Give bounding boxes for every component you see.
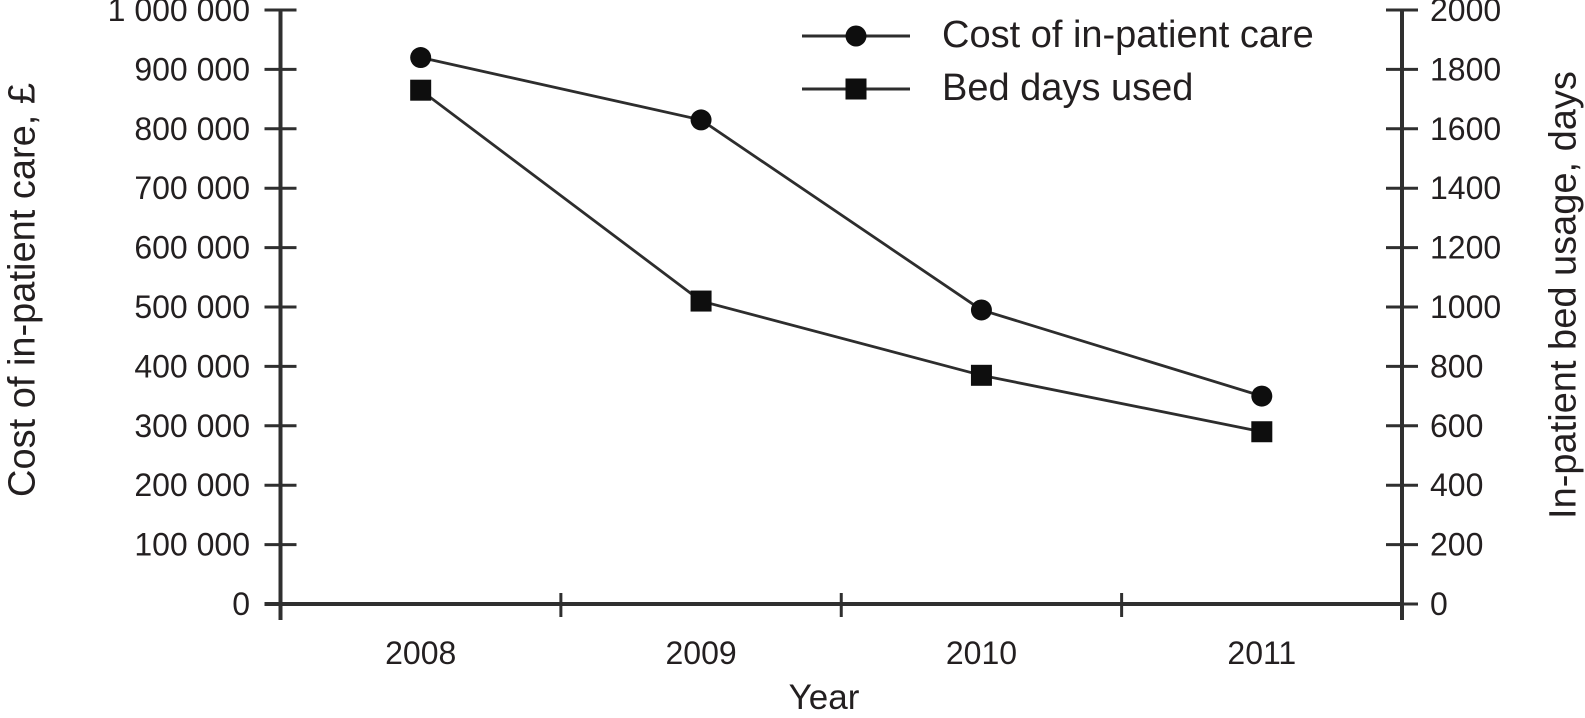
data-point-circle (410, 47, 431, 68)
x-tick-labels: 2008 2009 2010 2011 (385, 635, 1296, 671)
data-point-circle (1251, 386, 1272, 407)
data-point-square (1251, 421, 1272, 442)
right-tick-label: 200 (1430, 527, 1483, 563)
series-line (421, 90, 1262, 432)
right-axis-title: In-patient bed usage, days (1543, 71, 1585, 519)
right-tick-label: 0 (1430, 586, 1448, 622)
left-tick-label: 1 000 000 (108, 0, 250, 28)
series-bed-days (410, 80, 1272, 443)
data-point-circle (971, 299, 992, 320)
left-tick-label: 200 000 (134, 467, 250, 503)
left-tick-label: 900 000 (134, 51, 250, 87)
left-tick-label: 500 000 (134, 289, 250, 325)
left-tick-labels: 0 100 000 200 000 300 000 400 000 500 000 600 … (108, 0, 250, 622)
right-tick-labels: 0 200 400 600 800 1000 1200 1400 1600 1800 2000 (1430, 0, 1501, 622)
left-tick-label: 400 000 (134, 348, 250, 384)
legend-item-bed-days: Bed days used (800, 62, 1314, 115)
left-tick-label: 300 000 (134, 408, 250, 444)
right-tick-label: 1600 (1430, 111, 1501, 147)
circle-marker-icon (800, 23, 912, 49)
data-point-circle (691, 109, 712, 130)
legend: Cost of in-patient care Bed days used (800, 9, 1314, 115)
square-marker-icon (800, 76, 912, 102)
x-tick-label: 2011 (1227, 635, 1296, 671)
legend-label-cost: Cost of in-patient care (942, 9, 1314, 62)
left-tick-label: 800 000 (134, 111, 250, 147)
x-axis-title: Year (789, 678, 860, 718)
x-tick-label: 2008 (385, 635, 456, 671)
right-tick-label: 1000 (1430, 289, 1501, 325)
legend-item-cost: Cost of in-patient care (800, 9, 1314, 62)
data-point-square (691, 291, 712, 312)
left-axis-title: Cost of in-patient care, £ (2, 83, 45, 497)
right-tick-label: 800 (1430, 348, 1483, 384)
x-tick-label: 2009 (665, 635, 736, 671)
right-tick-label: 1800 (1430, 51, 1501, 87)
left-tick-label: 600 000 (134, 230, 250, 266)
left-tick-label: 0 (232, 586, 250, 622)
legend-label-bed-days: Bed days used (942, 62, 1193, 115)
data-point-square (971, 365, 992, 386)
data-point-square (410, 80, 431, 101)
x-tick-label: 2010 (946, 635, 1017, 671)
right-tick-label: 1400 (1430, 170, 1501, 206)
right-tick-label: 400 (1430, 467, 1483, 503)
right-tick-label: 2000 (1430, 0, 1501, 28)
right-tick-label: 600 (1430, 408, 1483, 444)
left-tick-label: 700 000 (134, 170, 250, 206)
left-tick-label: 100 000 (134, 527, 250, 563)
right-tick-label: 1200 (1430, 230, 1501, 266)
